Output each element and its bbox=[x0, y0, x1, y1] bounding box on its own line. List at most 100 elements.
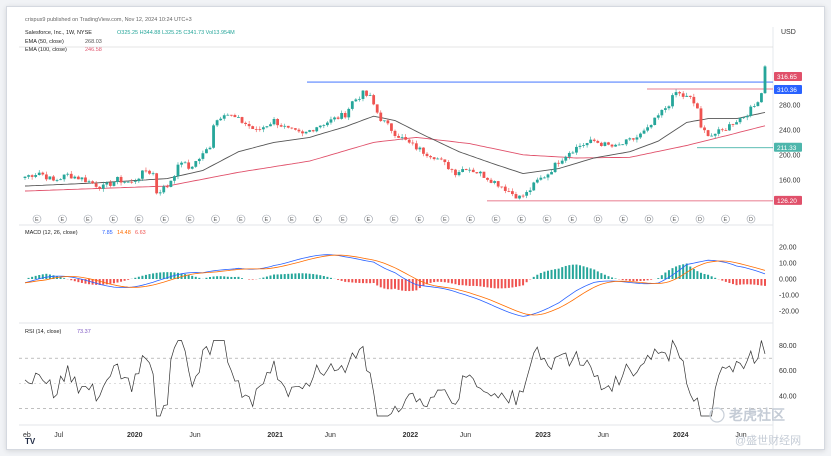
macd-histogram-bar bbox=[390, 279, 393, 290]
candle bbox=[745, 115, 749, 118]
rsi-pane bbox=[19, 339, 773, 417]
candle bbox=[617, 144, 621, 146]
macd-histogram-bar bbox=[500, 279, 503, 289]
macd-histogram-bar bbox=[639, 279, 642, 282]
candle bbox=[553, 162, 557, 173]
candle bbox=[315, 127, 319, 132]
candle bbox=[450, 169, 454, 170]
earnings-marker-label: E bbox=[469, 217, 473, 223]
symbol-title: Salesforce, Inc., 1W, NYSE bbox=[25, 30, 92, 36]
macd-histogram-bar bbox=[216, 276, 219, 279]
candle bbox=[343, 112, 347, 118]
candle bbox=[649, 125, 653, 128]
candle bbox=[397, 135, 400, 138]
time-tick-label: eb bbox=[23, 432, 31, 439]
candle bbox=[628, 138, 632, 140]
macd-histogram-bar bbox=[650, 279, 653, 280]
candle bbox=[429, 156, 432, 158]
candle bbox=[347, 108, 351, 118]
macd-histogram-bar bbox=[73, 279, 76, 282]
candle bbox=[23, 176, 27, 178]
candle bbox=[539, 177, 543, 180]
candle bbox=[404, 137, 408, 140]
macd-signal-line bbox=[24, 254, 766, 316]
tiger-logo-icon bbox=[709, 407, 725, 423]
macd-histogram-bar bbox=[408, 279, 411, 292]
earnings-marker-label: E bbox=[724, 217, 728, 223]
earnings-marker-label: E bbox=[367, 217, 371, 223]
candle bbox=[208, 147, 212, 150]
macd-histogram-bar bbox=[426, 279, 429, 285]
macd-histogram-bar bbox=[397, 279, 400, 290]
candle bbox=[735, 122, 738, 125]
candle bbox=[229, 114, 233, 116]
level-126-badge bbox=[774, 195, 802, 205]
candle bbox=[190, 166, 194, 169]
macd-histogram-bar bbox=[522, 279, 525, 286]
macd-histogram-bar bbox=[376, 279, 379, 286]
level-316-badge bbox=[774, 72, 802, 82]
currency-label: USD bbox=[781, 29, 796, 36]
candle bbox=[631, 138, 635, 140]
macd-histogram-bar bbox=[269, 275, 272, 279]
candle bbox=[84, 177, 87, 183]
macd-histogram-bar bbox=[742, 279, 745, 285]
macd-histogram-bar bbox=[273, 274, 276, 279]
macd-histogram-bar bbox=[511, 279, 514, 288]
macd-histogram-bar bbox=[468, 279, 471, 286]
macd-histogram-bar bbox=[283, 274, 286, 279]
earnings-marker-label: E bbox=[214, 217, 218, 223]
macd-histogram-bar bbox=[600, 273, 603, 279]
macd-histogram-bar bbox=[735, 279, 738, 286]
macd-histogram-bar bbox=[667, 270, 670, 279]
candle bbox=[567, 152, 571, 157]
macd-histogram-bar bbox=[144, 274, 147, 279]
time-tick-label: Jun bbox=[598, 432, 609, 439]
candle bbox=[304, 131, 308, 134]
macd-histogram-bar bbox=[760, 279, 763, 286]
macd-histogram-bar bbox=[80, 279, 83, 283]
earnings-marker-icon bbox=[746, 214, 756, 224]
macd-histogram-bar bbox=[564, 265, 567, 279]
rsi-value: 73.37 bbox=[77, 329, 91, 335]
macd-histogram-bar bbox=[692, 269, 695, 279]
macd-histogram-bar bbox=[187, 274, 190, 279]
candle bbox=[368, 95, 372, 96]
price-tick-label: 160.00 bbox=[779, 177, 801, 184]
macd-histogram-bar bbox=[699, 272, 702, 279]
candle bbox=[37, 172, 41, 176]
candle bbox=[478, 171, 482, 174]
candle bbox=[454, 169, 457, 176]
candle bbox=[703, 127, 706, 131]
candle bbox=[311, 130, 315, 132]
macd-histogram-bar bbox=[297, 273, 300, 279]
candle bbox=[511, 191, 514, 195]
earnings-marker-icon bbox=[644, 214, 654, 224]
candle bbox=[279, 125, 283, 127]
macd-histogram-bar bbox=[123, 279, 126, 281]
macd-histogram-bar bbox=[554, 269, 557, 279]
candle bbox=[80, 177, 84, 180]
macd-histogram-bar bbox=[710, 276, 713, 279]
candle bbox=[333, 117, 336, 120]
macd-histogram-bar bbox=[447, 279, 450, 283]
macd-histogram-bar bbox=[70, 279, 73, 281]
candle bbox=[543, 177, 546, 179]
candle bbox=[706, 130, 710, 137]
time-tick-label: Jun bbox=[735, 432, 746, 439]
rsi-title: RSI (14, close) bbox=[25, 329, 62, 335]
candle bbox=[489, 179, 493, 183]
candle bbox=[226, 114, 230, 116]
macd-histogram-bar bbox=[280, 274, 283, 279]
macd-histogram-bar bbox=[127, 279, 130, 280]
macd-histogram-bar bbox=[365, 279, 368, 284]
candle bbox=[91, 181, 94, 184]
candle bbox=[557, 162, 561, 164]
candle bbox=[379, 112, 383, 121]
macd-histogram-bar bbox=[38, 275, 41, 279]
macd-histogram-bar bbox=[714, 277, 717, 279]
candle bbox=[276, 119, 279, 126]
candle bbox=[151, 173, 155, 175]
earnings-marker-label: E bbox=[418, 217, 422, 223]
earnings-marker-icon bbox=[364, 214, 373, 224]
